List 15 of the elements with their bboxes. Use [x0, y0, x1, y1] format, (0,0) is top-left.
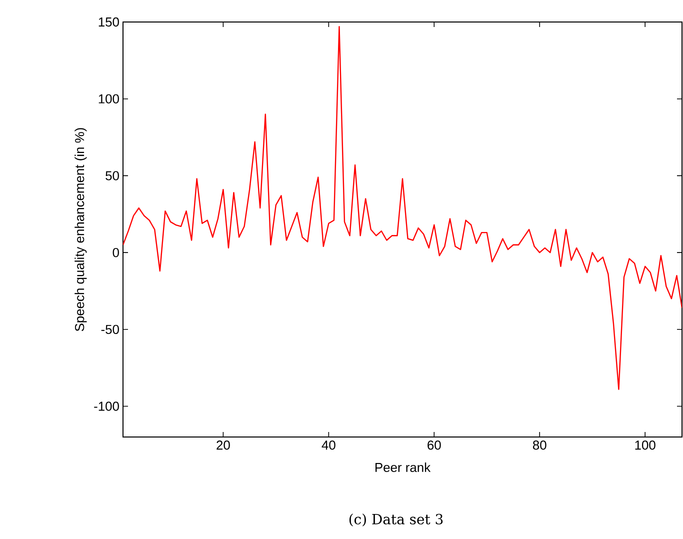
y-tick-label: 50: [106, 171, 119, 180]
text: (c) Data set 3: [349, 514, 443, 526]
x-tick-label: 80: [532, 440, 546, 450]
y-tick-label: -100: [94, 402, 119, 411]
y-tick-label: 100: [98, 94, 119, 104]
x-tick-label: 20: [216, 440, 230, 450]
x-tick-label: 100: [635, 440, 656, 450]
x-axis-title: Peer rank: [375, 462, 431, 472]
y-tick-label: 0: [112, 248, 119, 258]
y-tick-label: -50: [101, 324, 119, 334]
line-series: [123, 26, 682, 390]
y-tick-label: 150: [98, 17, 119, 27]
x-tick-label: 40: [322, 440, 336, 450]
y-axis-title: Speech quality enhancement (in %): [74, 128, 87, 332]
x-tick-label: 60: [428, 440, 441, 450]
